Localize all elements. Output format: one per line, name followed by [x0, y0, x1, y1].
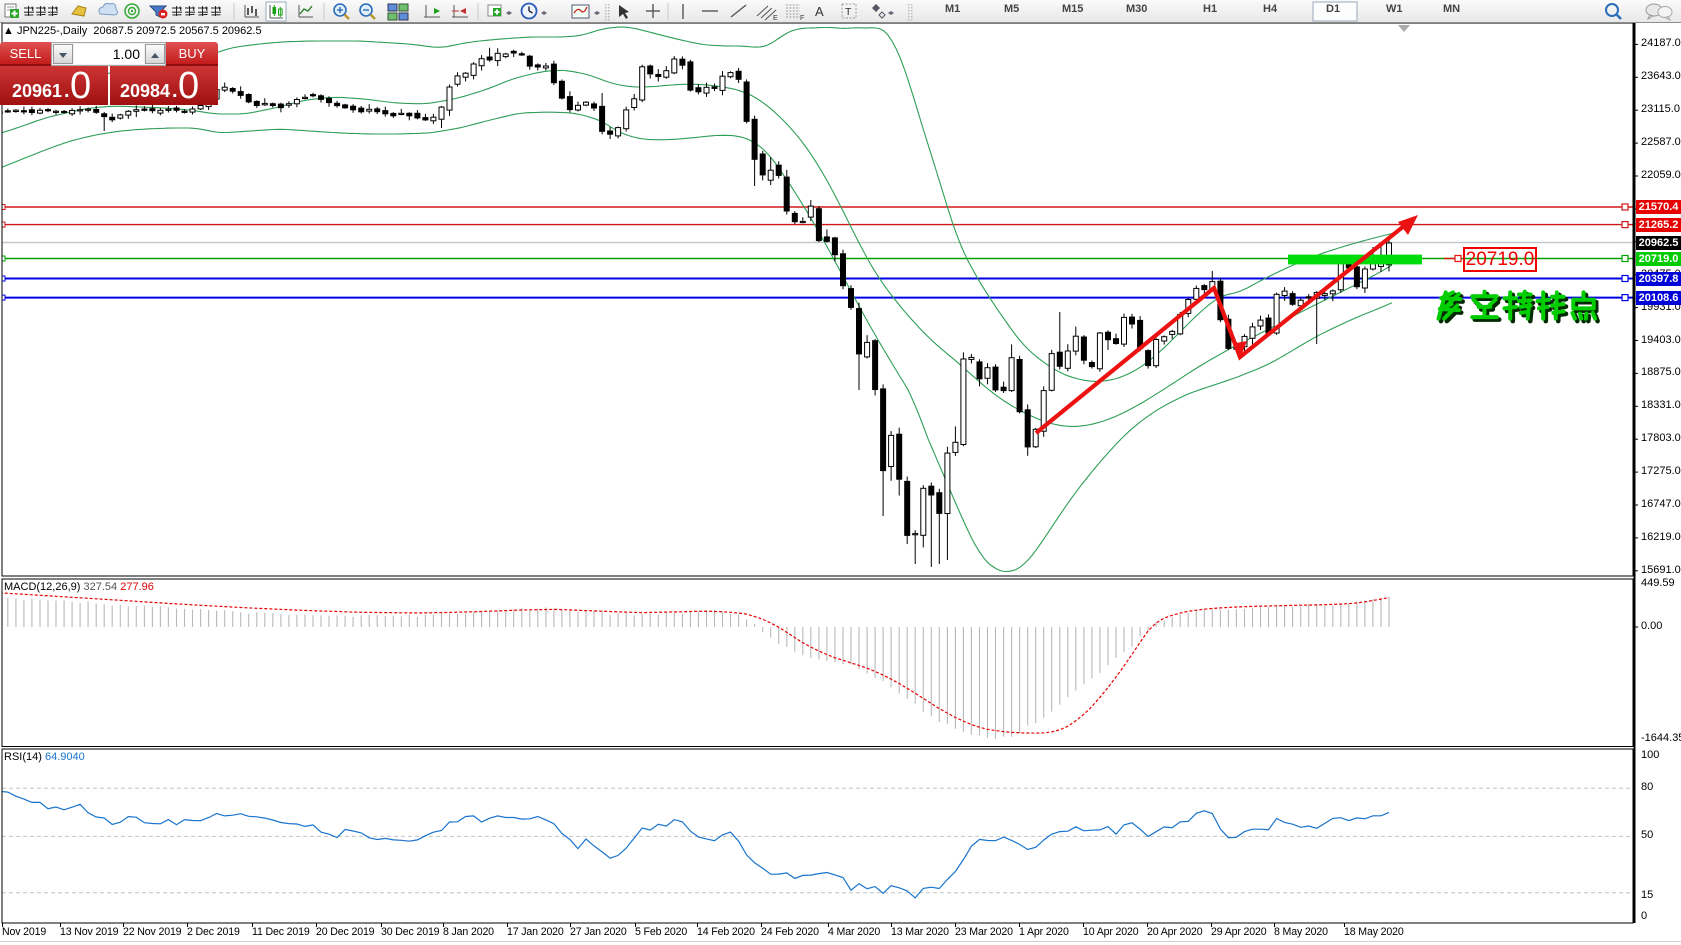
svg-text:A: A: [815, 4, 824, 19]
svg-text:T: T: [845, 6, 852, 18]
svg-text:F: F: [800, 15, 804, 22]
svg-text:E: E: [773, 15, 778, 22]
